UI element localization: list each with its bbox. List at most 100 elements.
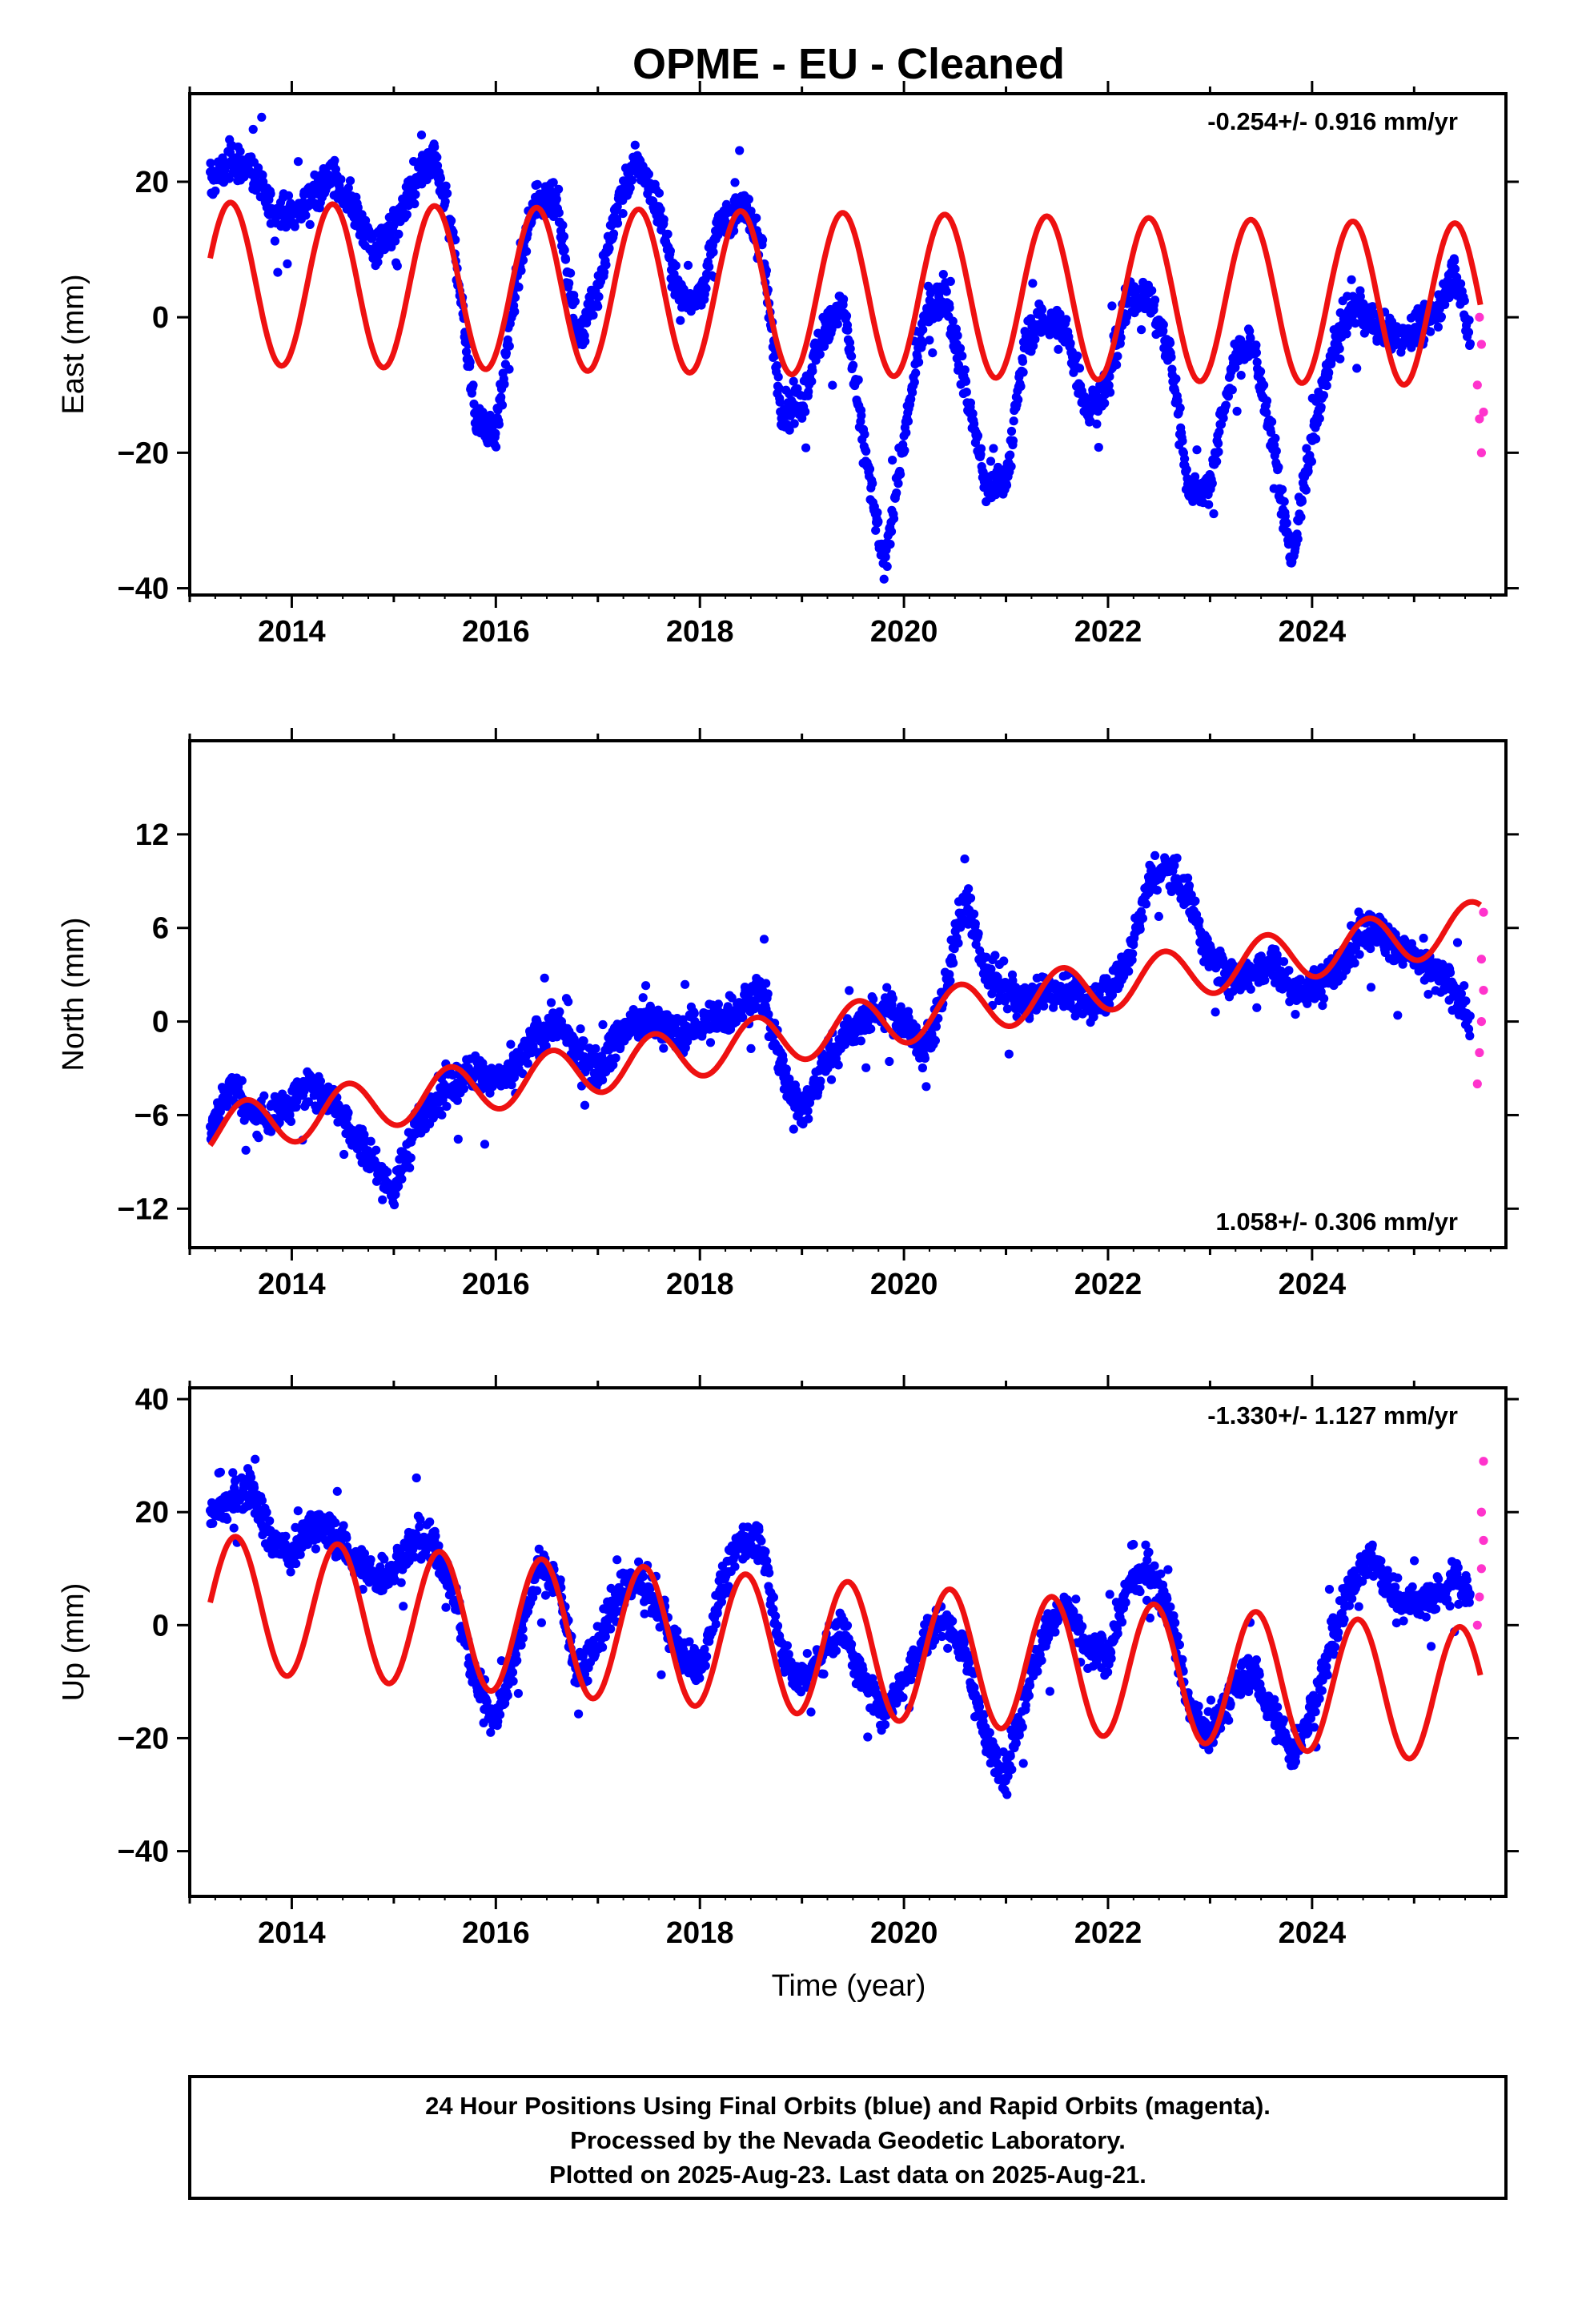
north-final-point [1393, 1011, 1403, 1020]
east-final-point [986, 456, 996, 466]
east-rapid-point [1475, 312, 1484, 322]
east-final-point [1335, 354, 1345, 364]
east-final-point [942, 287, 951, 296]
east-final-point [1367, 302, 1377, 312]
plot-title: OPME - EU - Cleaned [632, 40, 1065, 88]
north-rapid-point [1476, 955, 1486, 964]
east-final-point [1307, 456, 1316, 466]
east-final-point [1137, 325, 1146, 335]
east-final-point [705, 262, 714, 271]
north-final-point [506, 1039, 516, 1049]
north-final-point [371, 1145, 381, 1155]
north-final-point [641, 981, 651, 991]
north-final-point [1002, 1004, 1012, 1014]
east-final-point [211, 186, 220, 196]
east-final-point [1293, 534, 1303, 544]
north-final-point [453, 1134, 463, 1144]
north-final-point [507, 1080, 516, 1090]
north-final-point [254, 1133, 263, 1143]
north-final-point [1004, 1049, 1014, 1059]
north-x-tick-label: 2024 [1279, 1268, 1347, 1301]
east-final-point [918, 325, 928, 335]
north-final-point [816, 1076, 825, 1086]
east-final-point [1171, 374, 1181, 384]
east-final-point [468, 380, 478, 390]
east-final-point [1215, 427, 1224, 436]
east-final-point [504, 364, 514, 374]
east-final-point [1105, 372, 1114, 381]
east-final-point [293, 157, 303, 167]
east-rapid-point [1472, 380, 1482, 390]
north-final-point [1039, 1001, 1049, 1011]
east-final-point [1359, 328, 1369, 338]
east-final-point [815, 349, 825, 359]
east-final-point [1166, 352, 1176, 362]
east-final-point [1207, 479, 1217, 489]
east-final-point [976, 444, 986, 453]
north-final-point [1107, 990, 1118, 999]
east-final-point [612, 219, 623, 228]
east-final-point [1113, 352, 1122, 361]
east-final-point [1322, 381, 1331, 391]
east-final-point [559, 231, 569, 241]
north-final-point [1419, 933, 1428, 943]
east-final-point [447, 216, 456, 226]
east-final-point [1347, 275, 1356, 284]
east-final-point [773, 372, 783, 382]
east-final-point [785, 425, 794, 435]
east-final-point [301, 211, 311, 220]
east-final-point [1256, 367, 1266, 376]
north-final-point [885, 1056, 894, 1067]
north-final-point [869, 995, 878, 1004]
north-final-point [705, 1038, 716, 1047]
east-x-tick-label: 2024 [1279, 615, 1347, 649]
east-final-point [885, 540, 895, 549]
north-final-point [949, 959, 958, 968]
north-final-point [845, 986, 854, 995]
north-final-point [1284, 966, 1294, 975]
east-final-point [206, 159, 215, 168]
north-final-point [1141, 899, 1151, 909]
east-final-point [1074, 364, 1085, 373]
east-x-tick-label: 2016 [462, 615, 530, 649]
north-final-point [861, 1063, 871, 1072]
north-final-point [1366, 983, 1376, 992]
north-x-tick-label: 2022 [1074, 1268, 1142, 1301]
east-final-point [1191, 472, 1200, 481]
east-final-point [441, 181, 451, 191]
east-final-point [793, 384, 802, 393]
east-final-point [1335, 344, 1344, 354]
east-final-point [1092, 419, 1102, 429]
east-final-point [955, 344, 966, 353]
east-final-point [958, 351, 967, 361]
east-final-point [772, 361, 782, 371]
east-frame [188, 92, 1508, 597]
north-final-point [394, 1181, 404, 1191]
east-final-point [701, 283, 711, 293]
north-final-orbits [206, 850, 1475, 1210]
east-final-point [548, 178, 558, 187]
north-final-point [921, 1082, 931, 1092]
east-final-point [1465, 339, 1475, 348]
north-final-point [763, 989, 773, 999]
east-final-point [248, 124, 258, 135]
east-final-point [485, 410, 495, 420]
east-final-point [860, 429, 869, 439]
north-rapid-point [1479, 986, 1488, 995]
east-final-point [510, 293, 520, 303]
north-final-point [866, 1024, 876, 1034]
east-final-point [570, 296, 580, 306]
east-final-point [1006, 461, 1016, 472]
east-final-point [1450, 256, 1460, 266]
east-x-tick-label: 2022 [1074, 615, 1142, 649]
east-final-point [917, 339, 927, 348]
east-final-point [893, 479, 903, 489]
east-final-point [1278, 485, 1287, 494]
north-final-point [990, 951, 1000, 960]
east-final-point [504, 341, 514, 351]
north-final-point [598, 1076, 608, 1085]
north-final-point [1464, 1024, 1474, 1034]
north-final-point [406, 1153, 416, 1163]
east-final-point [1175, 403, 1185, 412]
